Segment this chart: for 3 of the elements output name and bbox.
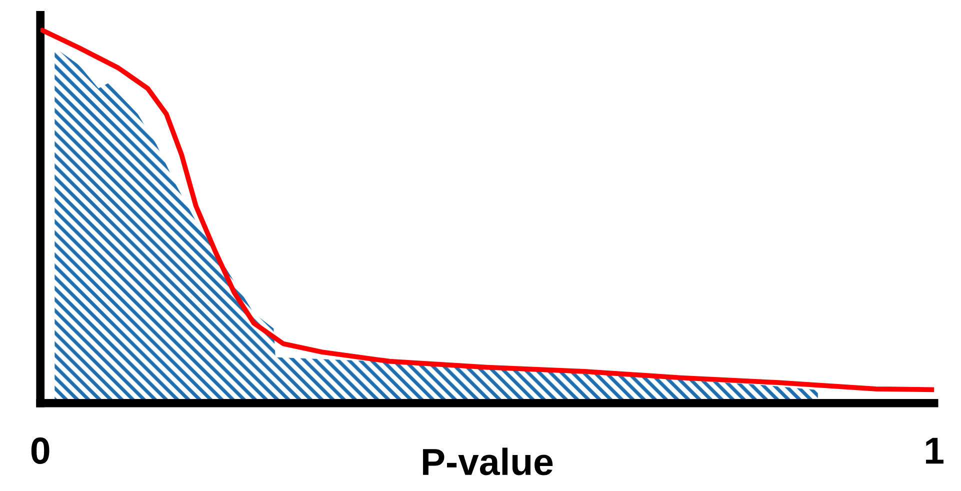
x-tick-label: 0 xyxy=(31,437,50,464)
x-axis-title: P-value xyxy=(423,448,553,476)
x-tick-label: 1 xyxy=(926,438,944,464)
